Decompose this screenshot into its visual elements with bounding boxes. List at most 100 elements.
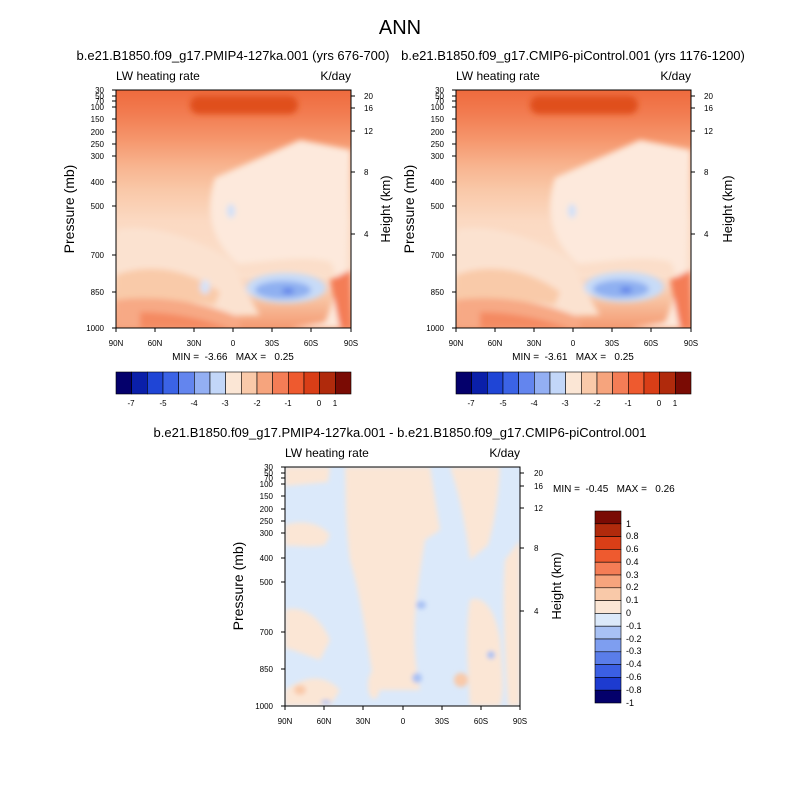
colorbar-swatch (594, 510, 622, 525)
colorbar-swatch (594, 523, 622, 537)
y-tick-label: 1000 (255, 702, 273, 711)
colorbar-swatch (594, 561, 622, 576)
colorbar-swatches (455, 371, 692, 395)
heatmap-field (285, 467, 520, 706)
x-tick-label: 0 (231, 339, 236, 348)
colorbar-label: -4 (190, 399, 198, 408)
y-tick-label: 30 (264, 463, 273, 472)
x-tick-label: 60S (474, 717, 488, 726)
colorbar-swatches (594, 510, 622, 704)
y-tick-label: 850 (431, 288, 445, 297)
x-tick-label: 60S (644, 339, 658, 348)
x-tick-label: 60N (317, 717, 332, 726)
heatmap-field (456, 90, 691, 328)
colorbar-swatch (209, 371, 226, 395)
colorbar-label: 0.3 (626, 570, 639, 580)
colorbar-label: 0.1 (626, 595, 639, 605)
colorbar-swatch (549, 371, 566, 395)
x-tick-label: 30N (356, 717, 371, 726)
y-tick-label: 50 (95, 92, 104, 101)
y-axis-title: Pressure (mb) (230, 542, 246, 631)
colorbar-label: 1 (333, 399, 338, 408)
colorbar-swatch (594, 613, 622, 627)
colorbar-swatch (594, 549, 622, 563)
y-tick-label: 700 (431, 251, 445, 260)
left-y-ticks: 30 50 70 100 150 200 250 300 400 500 700… (255, 463, 285, 711)
x-tick-label: 30S (605, 339, 619, 348)
y-tick-label: 30 (435, 86, 444, 95)
x-tick-label: 30N (187, 339, 202, 348)
y-tick-label: 500 (91, 202, 105, 211)
colorbar-swatch (675, 371, 692, 395)
y-tick-label: 100 (431, 103, 445, 112)
colorbar-swatch (303, 371, 320, 395)
y-tick-label: 150 (91, 115, 105, 124)
panel-2: b.e21.B1850.f09_g17.CMIP6-piControl.001 … (401, 48, 745, 408)
x-tick-label: 90N (109, 339, 124, 348)
y-tick-label: 100 (260, 480, 274, 489)
y-tick-label: 250 (260, 517, 274, 526)
x-tick-label: 30S (265, 339, 279, 348)
colorbar-label: -7 (127, 399, 135, 408)
colorbar-label: 0 (657, 399, 662, 408)
x-tick-label: 30S (435, 717, 449, 726)
y-axis-title: Pressure (mb) (401, 165, 417, 254)
colorbar-label: -5 (499, 399, 507, 408)
colorbar-swatch (335, 371, 352, 395)
min-max-label: MIN = -3.66 MAX = 0.25 (172, 352, 294, 363)
y-tick-label: 50 (435, 92, 444, 101)
y-tick-label: 400 (91, 178, 105, 187)
y-tick-label: 50 (264, 469, 273, 478)
x-tick-label: 90S (344, 339, 358, 348)
colorbar-swatch (147, 371, 164, 395)
colorbar-label: 0.4 (626, 557, 639, 567)
min-max-label: MIN = -3.61 MAX = 0.25 (512, 352, 634, 363)
y-tick-label: 300 (431, 152, 445, 161)
colorbar-swatch (455, 371, 472, 395)
colorbar-label: -0.2 (626, 634, 642, 644)
height-tick-label: 20 (704, 92, 713, 101)
colorbar-label: -3 (561, 399, 569, 408)
field-label: LW heating rate (116, 69, 200, 83)
height-tick-label: 16 (704, 104, 713, 113)
x-tick-label: 90S (684, 339, 698, 348)
height-tick-label: 12 (364, 127, 373, 136)
colorbar-swatch (272, 371, 289, 395)
colorbar-swatches (115, 371, 352, 395)
y-tick-label: 70 (264, 474, 273, 483)
y-tick-label: 400 (431, 178, 445, 187)
colorbar-swatch (115, 371, 132, 395)
x-tick-label: 60N (488, 339, 503, 348)
y-tick-label: 300 (91, 152, 105, 161)
colorbar-swatch (256, 371, 273, 395)
colorbar-swatch (594, 651, 622, 665)
colorbar-swatch (594, 587, 622, 601)
colorbar-label: 0.8 (626, 531, 639, 541)
y-tick-label: 200 (91, 128, 105, 137)
colorbar-swatch (594, 638, 622, 653)
colorbar: -7 -5 -4 -3 -2 -1 0 1 (115, 371, 352, 408)
panel-title: b.e21.B1850.f09_g17.CMIP6-piControl.001 … (401, 48, 745, 63)
colorbar-label: -2 (593, 399, 601, 408)
y-tick-label: 1000 (426, 324, 444, 333)
height-tick-label: 20 (534, 469, 543, 478)
y-tick-label: 100 (91, 103, 105, 112)
height-tick-label: 16 (364, 104, 373, 113)
y-tick-label: 400 (260, 554, 274, 563)
units-label: K/day (660, 69, 691, 83)
colorbar-swatch (565, 371, 582, 395)
y-tick-label: 500 (431, 202, 445, 211)
y-tick-label: 250 (431, 140, 445, 149)
colorbar-swatch (594, 536, 622, 550)
right-axis-title: Height (km) (378, 175, 393, 242)
height-tick-label: 8 (364, 168, 369, 177)
units-label: K/day (489, 446, 520, 460)
y-tick-label: 850 (91, 288, 105, 297)
colorbar-swatch (581, 371, 598, 395)
colorbar-swatch (612, 371, 629, 395)
field-label: LW heating rate (456, 69, 540, 83)
panel-3: b.e21.B1850.f09_g17.PMIP4-127ka.001 - b.… (154, 425, 676, 726)
colorbar-swatch (594, 677, 622, 691)
y-tick-label: 700 (260, 628, 274, 637)
